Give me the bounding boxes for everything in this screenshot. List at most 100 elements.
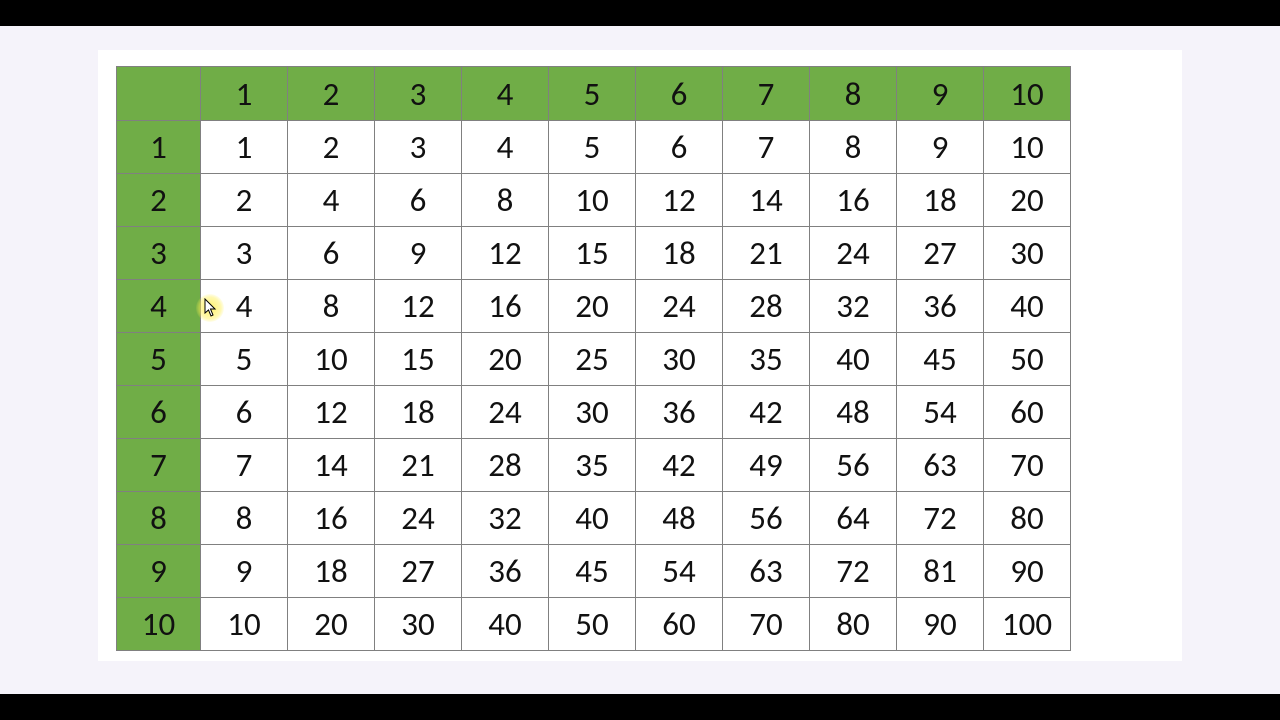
data-cell[interactable]: 56 bbox=[723, 492, 810, 545]
data-cell[interactable]: 15 bbox=[549, 227, 636, 280]
data-cell[interactable]: 12 bbox=[636, 174, 723, 227]
data-cell[interactable]: 32 bbox=[462, 492, 549, 545]
data-cell[interactable]: 28 bbox=[723, 280, 810, 333]
data-cell[interactable]: 8 bbox=[288, 280, 375, 333]
data-cell[interactable]: 30 bbox=[636, 333, 723, 386]
data-cell[interactable]: 50 bbox=[549, 598, 636, 651]
data-cell[interactable]: 4 bbox=[201, 280, 288, 333]
data-cell[interactable]: 30 bbox=[549, 386, 636, 439]
data-cell[interactable]: 70 bbox=[984, 439, 1071, 492]
data-cell[interactable]: 50 bbox=[984, 333, 1071, 386]
data-cell[interactable]: 72 bbox=[897, 492, 984, 545]
data-cell[interactable]: 9 bbox=[897, 121, 984, 174]
data-cell[interactable]: 30 bbox=[375, 598, 462, 651]
data-cell[interactable]: 16 bbox=[810, 174, 897, 227]
data-cell[interactable]: 54 bbox=[636, 545, 723, 598]
data-cell[interactable]: 36 bbox=[462, 545, 549, 598]
data-cell[interactable]: 16 bbox=[288, 492, 375, 545]
data-cell[interactable]: 40 bbox=[462, 598, 549, 651]
row-header-cell[interactable]: 6 bbox=[117, 386, 201, 439]
data-cell[interactable]: 20 bbox=[462, 333, 549, 386]
data-cell[interactable]: 28 bbox=[462, 439, 549, 492]
col-header-cell[interactable]: 3 bbox=[375, 67, 462, 121]
row-header-cell[interactable]: 7 bbox=[117, 439, 201, 492]
data-cell[interactable]: 81 bbox=[897, 545, 984, 598]
data-cell[interactable]: 40 bbox=[549, 492, 636, 545]
data-cell[interactable]: 10 bbox=[288, 333, 375, 386]
col-header-cell[interactable]: 5 bbox=[549, 67, 636, 121]
data-cell[interactable]: 30 bbox=[984, 227, 1071, 280]
row-header-cell[interactable]: 9 bbox=[117, 545, 201, 598]
data-cell[interactable]: 70 bbox=[723, 598, 810, 651]
data-cell[interactable]: 32 bbox=[810, 280, 897, 333]
data-cell[interactable]: 7 bbox=[723, 121, 810, 174]
data-cell[interactable]: 10 bbox=[201, 598, 288, 651]
data-cell[interactable]: 60 bbox=[984, 386, 1071, 439]
row-header-cell[interactable]: 4 bbox=[117, 280, 201, 333]
data-cell[interactable]: 56 bbox=[810, 439, 897, 492]
row-header-cell[interactable]: 10 bbox=[117, 598, 201, 651]
col-header-cell[interactable]: 2 bbox=[288, 67, 375, 121]
corner-cell[interactable] bbox=[117, 67, 201, 121]
data-cell[interactable]: 8 bbox=[462, 174, 549, 227]
data-cell[interactable]: 6 bbox=[201, 386, 288, 439]
data-cell[interactable]: 8 bbox=[810, 121, 897, 174]
data-cell[interactable]: 6 bbox=[636, 121, 723, 174]
data-cell[interactable]: 3 bbox=[201, 227, 288, 280]
data-cell[interactable]: 35 bbox=[549, 439, 636, 492]
data-cell[interactable]: 10 bbox=[984, 121, 1071, 174]
col-header-cell[interactable]: 6 bbox=[636, 67, 723, 121]
data-cell[interactable]: 15 bbox=[375, 333, 462, 386]
data-cell[interactable]: 16 bbox=[462, 280, 549, 333]
data-cell[interactable]: 8 bbox=[201, 492, 288, 545]
data-cell[interactable]: 12 bbox=[462, 227, 549, 280]
data-cell[interactable]: 45 bbox=[897, 333, 984, 386]
data-cell[interactable]: 45 bbox=[549, 545, 636, 598]
data-cell[interactable]: 25 bbox=[549, 333, 636, 386]
data-cell[interactable]: 60 bbox=[636, 598, 723, 651]
data-cell[interactable]: 10 bbox=[549, 174, 636, 227]
data-cell[interactable]: 54 bbox=[897, 386, 984, 439]
data-cell[interactable]: 6 bbox=[288, 227, 375, 280]
data-cell[interactable]: 2 bbox=[201, 174, 288, 227]
data-cell[interactable]: 20 bbox=[288, 598, 375, 651]
data-cell[interactable]: 20 bbox=[549, 280, 636, 333]
data-cell[interactable]: 90 bbox=[984, 545, 1071, 598]
data-cell[interactable]: 3 bbox=[375, 121, 462, 174]
data-cell[interactable]: 18 bbox=[636, 227, 723, 280]
data-cell[interactable]: 42 bbox=[636, 439, 723, 492]
data-cell[interactable]: 18 bbox=[288, 545, 375, 598]
col-header-cell[interactable]: 9 bbox=[897, 67, 984, 121]
data-cell[interactable]: 24 bbox=[810, 227, 897, 280]
data-cell[interactable]: 18 bbox=[897, 174, 984, 227]
data-cell[interactable]: 12 bbox=[375, 280, 462, 333]
data-cell[interactable]: 36 bbox=[636, 386, 723, 439]
data-cell[interactable]: 63 bbox=[723, 545, 810, 598]
data-cell[interactable]: 21 bbox=[375, 439, 462, 492]
data-cell[interactable]: 21 bbox=[723, 227, 810, 280]
data-cell[interactable]: 27 bbox=[897, 227, 984, 280]
data-cell[interactable]: 49 bbox=[723, 439, 810, 492]
col-header-cell[interactable]: 10 bbox=[984, 67, 1071, 121]
col-header-cell[interactable]: 4 bbox=[462, 67, 549, 121]
data-cell[interactable]: 4 bbox=[462, 121, 549, 174]
data-cell[interactable]: 24 bbox=[375, 492, 462, 545]
data-cell[interactable]: 12 bbox=[288, 386, 375, 439]
data-cell[interactable]: 40 bbox=[984, 280, 1071, 333]
data-cell[interactable]: 27 bbox=[375, 545, 462, 598]
data-cell[interactable]: 80 bbox=[810, 598, 897, 651]
data-cell[interactable]: 63 bbox=[897, 439, 984, 492]
col-header-cell[interactable]: 7 bbox=[723, 67, 810, 121]
row-header-cell[interactable]: 3 bbox=[117, 227, 201, 280]
data-cell[interactable]: 4 bbox=[288, 174, 375, 227]
data-cell[interactable]: 35 bbox=[723, 333, 810, 386]
data-cell[interactable]: 9 bbox=[375, 227, 462, 280]
data-cell[interactable]: 14 bbox=[288, 439, 375, 492]
data-cell[interactable]: 40 bbox=[810, 333, 897, 386]
row-header-cell[interactable]: 8 bbox=[117, 492, 201, 545]
data-cell[interactable]: 42 bbox=[723, 386, 810, 439]
row-header-cell[interactable]: 5 bbox=[117, 333, 201, 386]
data-cell[interactable]: 1 bbox=[201, 121, 288, 174]
data-cell[interactable]: 64 bbox=[810, 492, 897, 545]
data-cell[interactable]: 48 bbox=[810, 386, 897, 439]
